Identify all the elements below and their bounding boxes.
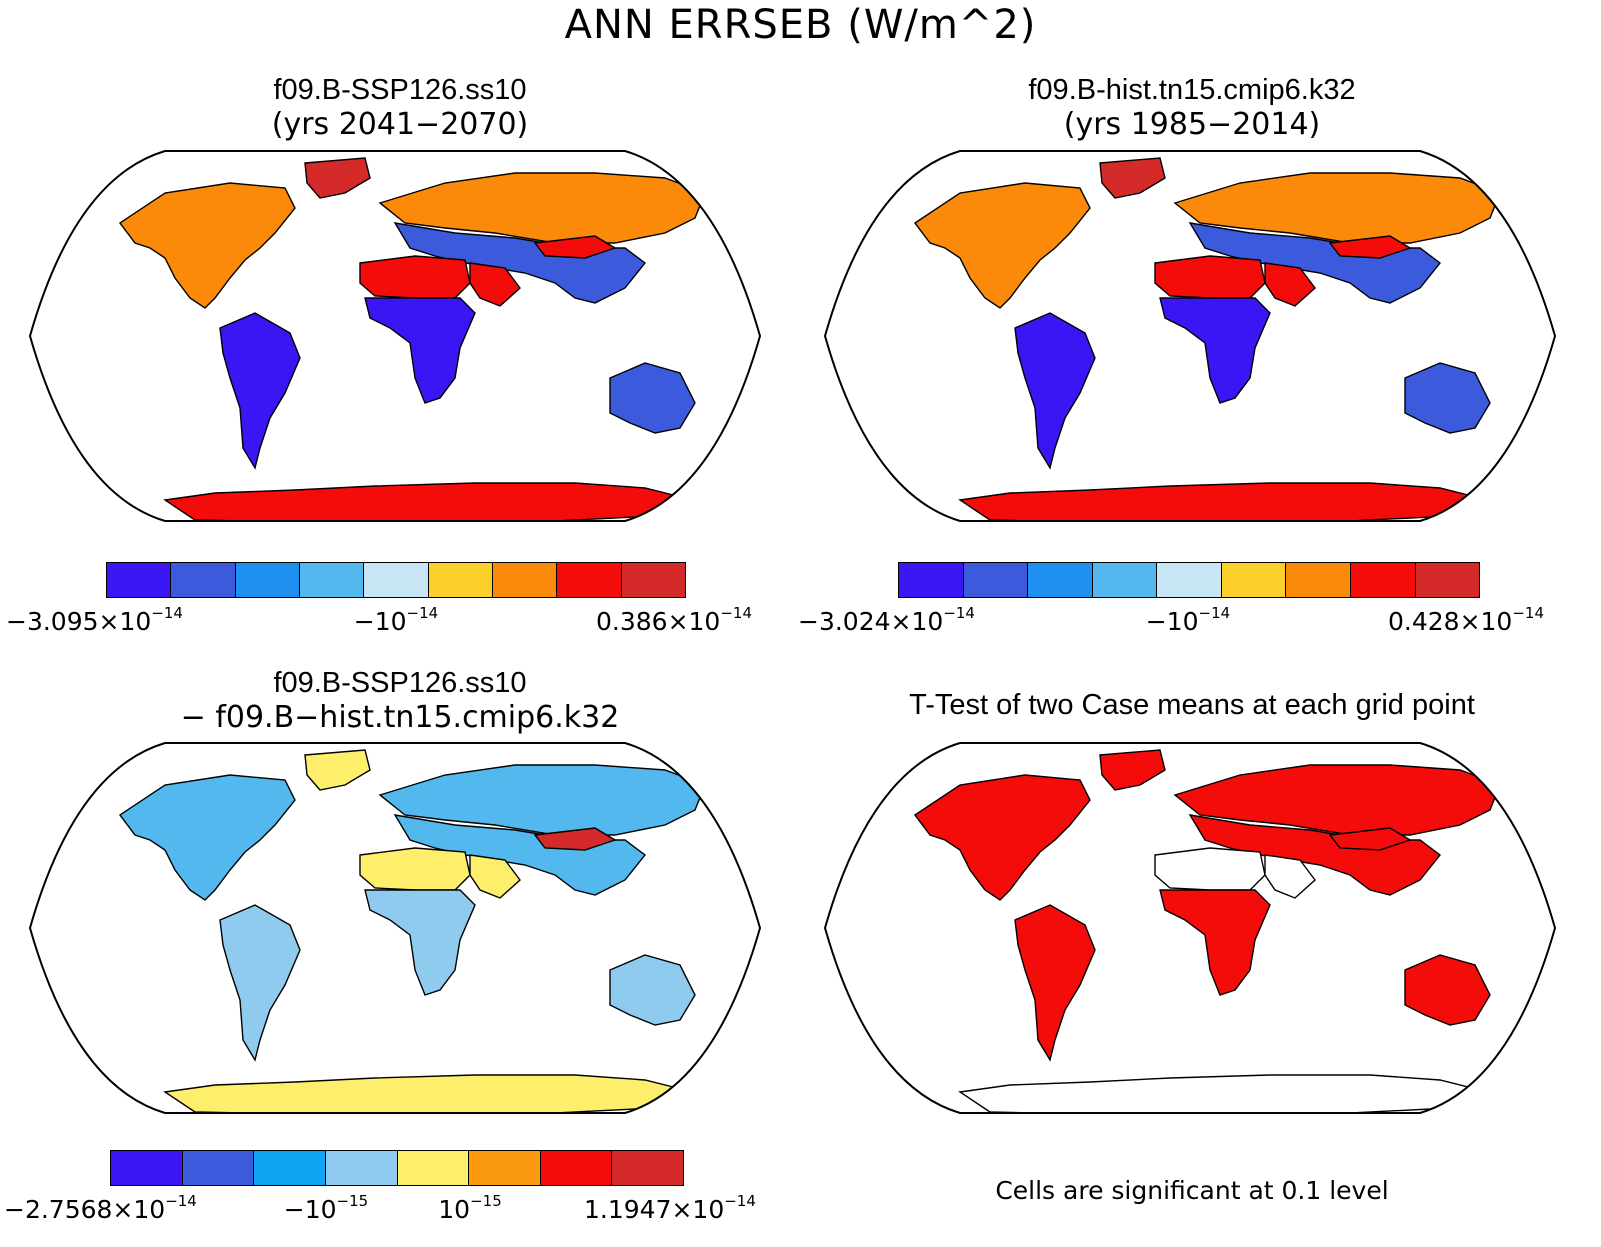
colorbar-cell [1092,563,1158,597]
panel-1-subtitle: (yrs 2041−2070) [271,107,529,142]
panel-4-map [823,742,1557,1114]
colorbar-cell [1221,563,1287,597]
landmass-mideast [469,854,521,899]
colorbar-cell [364,563,429,597]
landmass-greenland [304,157,371,199]
map-outline [28,742,762,1114]
colorbar-tick-label: 1.1947×10−14 [584,1192,756,1224]
colorbar-cell [235,563,300,597]
colorbar-cell [492,563,558,597]
landmass-south-america [1014,312,1096,470]
panel-3-subtitle: − f09.B−hist.tn15.cmip6.k32 [180,700,620,735]
landmass-south-america [219,904,301,1062]
colorbar-cell [612,1151,683,1185]
panel-4-title: T-Test of two Case means at each grid po… [909,689,1475,721]
landmass-antarctica [958,1074,1482,1113]
colorbar-tick-label: 10−15 [438,1192,502,1224]
colorbar-tick-label: −2.7568×10−14 [4,1192,197,1224]
panel-4-footnote: Cells are significant at 0.1 level [995,1176,1389,1205]
landmass-himalaya [533,827,617,851]
map-outline [823,742,1557,1114]
colorbar-tick-label: 0.386×10−14 [596,604,752,636]
landmass-eurasia-north [1173,764,1501,836]
landmass-australia [609,954,696,1026]
colorbar-tick-label: −10−15 [283,1192,369,1224]
landmass-north-america [913,774,1091,901]
landmass-africa [364,889,476,996]
colorbar-cell [107,563,172,597]
panel-2-subtitle: (yrs 1985−2014) [1063,107,1321,142]
colorbar-cell [557,563,622,597]
landmass-africa [1159,297,1271,404]
colorbar-cell [1157,563,1222,597]
colorbar-cell [325,1151,398,1185]
colorbar-tick-label: −10−14 [1145,604,1231,636]
landmass-greenland [304,749,371,791]
panel-3-title: f09.B-SSP126.ss10 [273,667,527,699]
panel-1-map [28,150,762,522]
landmass-mideast [1264,262,1316,307]
colorbar-cell [171,563,236,597]
landmass-south-america [219,312,301,470]
landmass-eurasia-north [1173,172,1501,244]
colorbar-cell [254,1151,326,1185]
panel-2-map [823,150,1557,522]
landmass-australia [609,362,696,434]
panel-1-colorbar-ticks: −3.095×10−14 −10−14 0.386×10−14 [6,604,752,636]
landmass-eurasia-north [378,764,706,836]
landmass-sahara [359,847,471,891]
landmass-africa [1159,889,1271,996]
landmass-eurasia-north [378,172,706,244]
colorbar-cell [1286,563,1351,597]
landmass-greenland [1099,157,1166,199]
landmass-mideast [1264,854,1316,899]
colorbar-cell [1415,563,1480,597]
colorbar-cell [540,1151,613,1185]
colorbar-cell [397,1151,470,1185]
colorbar-cell [182,1151,255,1185]
panel-1-title: f09.B-SSP126.ss10 [273,74,527,106]
panel-2-colorbar-ticks: −3.024×10−14 −10−14 0.428×10−14 [798,604,1544,636]
landmass-himalaya [533,235,617,259]
landmass-himalaya [1328,827,1412,851]
colorbar-tick-label: −10−14 [353,604,439,636]
landmass-himalaya [1328,235,1412,259]
landmass-north-america [913,182,1091,309]
colorbar-tick-label: −3.095×10−14 [6,604,183,636]
landmass-antarctica [958,482,1482,521]
colorbar-cell [111,1151,183,1185]
landmass-sahara [1154,847,1266,891]
landmass-antarctica [163,482,687,521]
landmass-north-america [118,182,296,309]
colorbar-cell [1028,563,1093,597]
landmass-south-america [1014,904,1096,1062]
colorbar-tick-label: −3.024×10−14 [798,604,975,636]
panel-3-colorbar-ticks: −2.7568×10−14 −10−15 10−15 1.1947×10−14 [4,1192,756,1224]
landmass-sahara [359,255,471,299]
map-outline [823,150,1557,522]
panel-1-colorbar [106,562,686,598]
colorbar-cell [963,563,1029,597]
landmass-australia [1404,954,1491,1026]
colorbar-cell [299,563,365,597]
landmass-north-america [118,774,296,901]
landmass-antarctica [163,1074,687,1113]
map-outline [28,150,762,522]
landmass-mideast [469,262,521,307]
colorbar-cell [428,563,493,597]
colorbar-tick-label: 0.428×10−14 [1388,604,1544,636]
panel-3-map [28,742,762,1114]
panel-2-colorbar [898,562,1480,598]
colorbar-cell [621,563,685,597]
colorbar-cell [469,1151,541,1185]
colorbar-cell [1350,563,1416,597]
landmass-australia [1404,362,1491,434]
landmass-sahara [1154,255,1266,299]
colorbar-cell [899,563,964,597]
panel-3-colorbar [110,1150,684,1186]
figure-title: ANN ERRSEB (W/m^2) [564,2,1037,48]
landmass-africa [364,297,476,404]
landmass-greenland [1099,749,1166,791]
panel-2-title: f09.B-hist.tn15.cmip6.k32 [1028,74,1356,106]
